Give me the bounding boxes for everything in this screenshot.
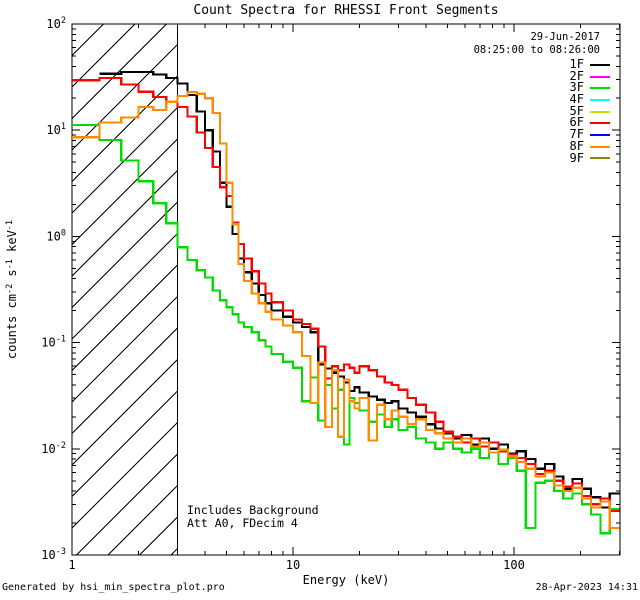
hatch-line bbox=[72, 422, 178, 529]
legend-label: 5F bbox=[569, 103, 584, 118]
observation-date: 29-Jun-2017 bbox=[530, 31, 600, 43]
hatch-line bbox=[72, 390, 178, 497]
legend-item-2F: 2F bbox=[569, 68, 610, 83]
legend-item-4F: 4F bbox=[569, 92, 610, 107]
x-tick-label: 10 bbox=[286, 558, 300, 572]
hatch-line bbox=[72, 359, 178, 466]
hatch-line bbox=[72, 264, 178, 371]
y-tick-label: 100 bbox=[46, 228, 66, 243]
hatch-line bbox=[72, 327, 178, 434]
generator-credit: Generated by hsi_min_spectra_plot.pro bbox=[2, 582, 225, 593]
observation-time-range: 08:25:00 to 08:26:00 bbox=[473, 44, 600, 56]
hatch-line bbox=[72, 75, 178, 182]
hatch-line bbox=[72, 296, 178, 403]
legend-item-1F: 1F bbox=[569, 57, 610, 71]
generation-timestamp: 28-Apr-2023 14:31 bbox=[535, 582, 638, 593]
y-axis-label: counts cm-2 s-1 keV-1 bbox=[5, 220, 19, 359]
legend-item-9F: 9F bbox=[569, 150, 610, 165]
plot-title: Count Spectra for RHESSI Front Segments bbox=[193, 3, 499, 18]
legend-color-line bbox=[590, 145, 610, 148]
legend-label: 1F bbox=[569, 57, 584, 71]
legend-item-8F: 8F bbox=[569, 138, 610, 153]
hatch-line bbox=[72, 44, 178, 151]
curve-3F bbox=[72, 123, 620, 535]
hatch-line bbox=[72, 233, 178, 340]
y-tick-label: 10-3 bbox=[41, 547, 66, 562]
legend-label: 4F bbox=[569, 92, 584, 107]
curve-6F bbox=[72, 76, 620, 513]
x-tick-label: 100 bbox=[503, 558, 525, 572]
curve-1F bbox=[99, 70, 620, 509]
legend-color-line bbox=[590, 87, 610, 90]
hatch-line bbox=[72, 24, 136, 88]
legend-color-line bbox=[590, 110, 610, 113]
legend-item-5F: 5F bbox=[569, 103, 610, 118]
legend-label: 8F bbox=[569, 138, 584, 153]
legend-color-line bbox=[590, 122, 610, 125]
legend-color-line bbox=[590, 75, 610, 78]
legend-label: 3F bbox=[569, 80, 584, 95]
legend-item-6F: 6F bbox=[570, 117, 610, 129]
plot-box bbox=[71, 23, 621, 556]
y-tick-label: 102 bbox=[46, 16, 66, 31]
hatch-line bbox=[72, 170, 178, 277]
legend-color-line bbox=[590, 133, 610, 136]
hatch-line bbox=[72, 201, 178, 308]
x-axis-label: Energy (keV) bbox=[303, 573, 390, 587]
legend-color-line bbox=[590, 98, 610, 101]
hatch-line bbox=[138, 516, 178, 555]
x-tick-label: 1 bbox=[68, 558, 75, 572]
legend-color-line bbox=[590, 63, 610, 66]
y-tick-label: 101 bbox=[46, 122, 66, 137]
y-tick-label: 10-1 bbox=[41, 335, 66, 350]
y-tick-label: 10-2 bbox=[41, 441, 66, 456]
attenuator-note: Att A0, FDecim 4 bbox=[187, 515, 298, 530]
hatch-line bbox=[75, 453, 178, 555]
hatched-region bbox=[72, 24, 178, 555]
legend-label: 7F bbox=[569, 127, 584, 142]
hatch-line bbox=[72, 24, 105, 56]
hatch-line bbox=[72, 138, 178, 245]
legend-label: 9F bbox=[569, 150, 584, 165]
legend-item-3F: 3F bbox=[570, 82, 610, 94]
curve-8F bbox=[72, 90, 620, 530]
legend-color-line bbox=[590, 157, 610, 160]
legend-item-7F: 7F bbox=[569, 127, 610, 142]
hatch-line bbox=[107, 485, 178, 555]
background-note: Includes Background bbox=[187, 503, 319, 517]
detector-legend: 1F 2F 3F 4F 5F 6F 7F 8F 9F bbox=[569, 57, 610, 165]
legend-label: 2F bbox=[569, 68, 584, 83]
hatch-line bbox=[72, 24, 168, 119]
plot-annotations: Includes Background Att A0, FDecim 4 bbox=[187, 504, 319, 529]
legend-label: 6F bbox=[569, 115, 584, 130]
